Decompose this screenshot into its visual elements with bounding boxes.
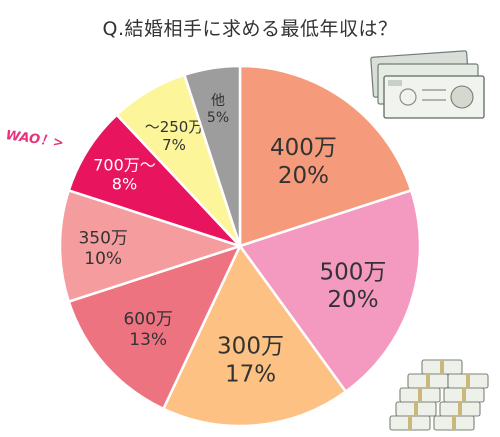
money-bundles-icon bbox=[389, 359, 489, 431]
pie-slice bbox=[237, 188, 422, 394]
chart-title: Q.結婚相手に求める最低年収は？ bbox=[102, 18, 398, 40]
slice-label: 300万 17% bbox=[217, 334, 284, 388]
stacked-banknotes-icon bbox=[370, 50, 485, 119]
pie-slice bbox=[58, 188, 245, 304]
slice-label: ～250万 7% bbox=[145, 118, 204, 154]
slice-label: 350万 10% bbox=[78, 228, 127, 268]
pie-slice bbox=[182, 64, 242, 247]
slice-label: 他 5% bbox=[207, 93, 229, 126]
slice-label: 500万 20% bbox=[320, 259, 387, 313]
pie-slice bbox=[67, 243, 243, 411]
slice-label: 600万 13% bbox=[123, 309, 172, 349]
pie-slice bbox=[67, 113, 241, 248]
slice-label: 400万 20% bbox=[270, 135, 337, 189]
pie-slice bbox=[161, 243, 348, 428]
pie-slice bbox=[238, 64, 413, 248]
slice-label: 700万～ 8% bbox=[93, 155, 156, 193]
